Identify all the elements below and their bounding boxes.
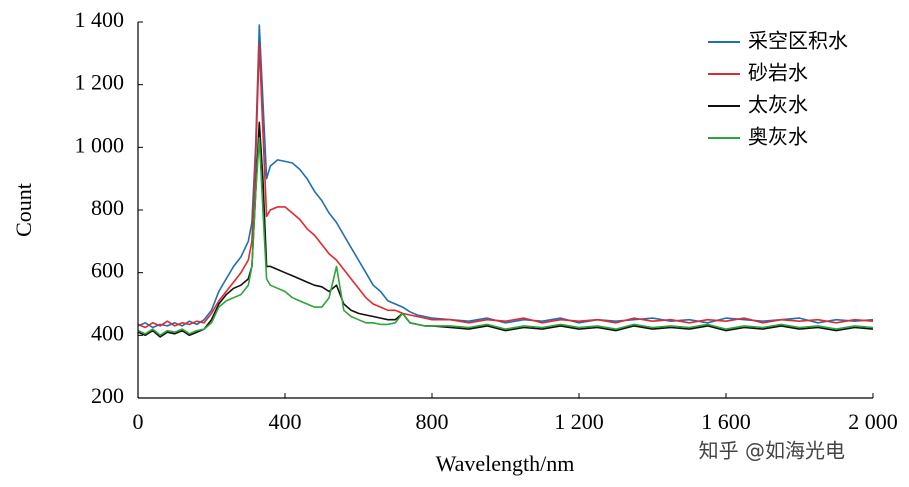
x-tick-label: 1 200 <box>554 409 604 434</box>
y-tick-label: 1 400 <box>75 7 125 32</box>
watermark: 知乎 @如海光电 <box>699 439 845 463</box>
x-tick-label: 800 <box>416 409 449 434</box>
legend-label: 砂岩水 <box>748 61 808 85</box>
x-axis-label: Wavelength/nm <box>436 451 575 476</box>
legend-label: 太灰水 <box>748 93 808 117</box>
series-line <box>137 121 874 338</box>
y-axis-label: Count <box>11 183 36 237</box>
x-tick-label: 1 600 <box>701 409 751 434</box>
y-tick-label: 600 <box>91 258 124 283</box>
legend-label: 奥灰水 <box>748 125 808 149</box>
y-tick-label: 1 000 <box>75 132 125 157</box>
x-tick-label: 400 <box>269 409 302 434</box>
series-line <box>137 137 874 337</box>
y-tick-label: 800 <box>91 195 124 220</box>
x-tick-label: 2 000 <box>848 409 898 434</box>
y-tick-label: 400 <box>91 320 124 345</box>
x-tick-label: 0 <box>133 409 144 434</box>
y-tick-label: 200 <box>91 383 124 408</box>
series-line <box>137 43 874 329</box>
y-tick-label: 1 200 <box>75 70 125 95</box>
legend-label: 采空区积水 <box>748 29 848 53</box>
